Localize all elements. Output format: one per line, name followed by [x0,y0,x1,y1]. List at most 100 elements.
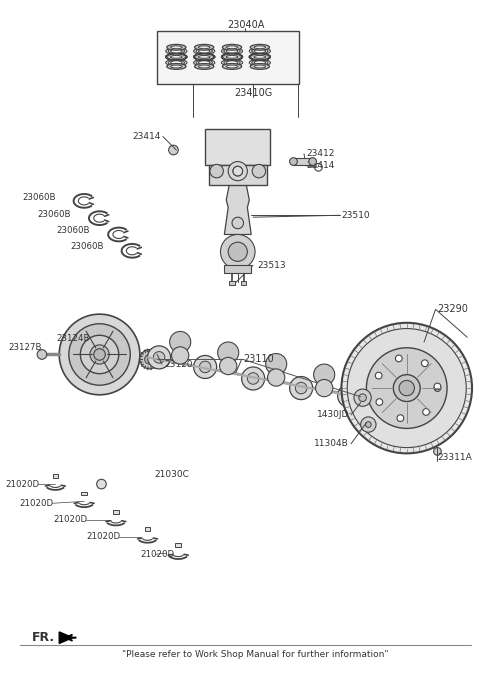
Ellipse shape [198,55,210,58]
Circle shape [168,145,178,155]
Ellipse shape [249,53,270,60]
Ellipse shape [250,64,269,69]
Ellipse shape [250,44,269,50]
Circle shape [252,164,265,178]
Bar [52,474,58,478]
Circle shape [147,346,170,369]
Ellipse shape [221,53,242,60]
Circle shape [421,360,428,367]
Circle shape [423,408,430,415]
Ellipse shape [166,53,187,60]
Circle shape [354,389,371,406]
Text: 23060B: 23060B [37,210,71,219]
Circle shape [376,399,383,406]
Text: 1430JD: 1430JD [317,410,349,419]
Text: 23414: 23414 [306,161,334,170]
Bar [81,492,87,495]
Circle shape [359,394,366,402]
Circle shape [220,235,255,269]
Text: 21030C: 21030C [154,470,189,479]
Circle shape [228,161,247,181]
Circle shape [289,158,297,166]
Circle shape [265,354,287,375]
Ellipse shape [167,44,186,50]
Circle shape [337,384,360,407]
Ellipse shape [222,54,241,60]
Bar [224,265,251,273]
Ellipse shape [249,53,270,60]
Circle shape [199,361,211,373]
Circle shape [210,164,223,178]
Text: 23060B: 23060B [70,242,103,252]
Circle shape [343,390,355,402]
Ellipse shape [166,53,187,60]
Bar [175,544,181,547]
Circle shape [247,373,259,384]
Circle shape [295,382,307,394]
Ellipse shape [166,53,187,60]
Bar [157,31,299,83]
Ellipse shape [221,53,242,60]
Circle shape [365,421,371,428]
Text: 23510: 23510 [341,211,370,220]
Bar [209,166,266,185]
Text: 23060B: 23060B [57,226,90,235]
Ellipse shape [194,44,214,50]
Text: 21020D: 21020D [53,515,87,524]
Ellipse shape [170,65,182,68]
Circle shape [289,377,312,399]
Circle shape [434,384,441,391]
Circle shape [399,380,414,396]
Circle shape [193,356,216,378]
Ellipse shape [222,44,241,50]
Ellipse shape [167,64,186,69]
Bar [229,280,235,285]
Polygon shape [224,181,251,235]
Ellipse shape [250,54,269,60]
Circle shape [267,369,285,386]
Text: 21020D: 21020D [5,479,39,488]
Circle shape [217,342,239,363]
Ellipse shape [193,53,215,60]
Circle shape [69,324,130,385]
Text: 23060B: 23060B [22,192,55,202]
Circle shape [393,375,420,402]
Circle shape [233,166,242,176]
Circle shape [433,447,441,456]
Circle shape [360,417,376,432]
Bar [293,158,312,166]
Ellipse shape [226,55,238,58]
Circle shape [313,364,335,385]
Text: 21020D: 21020D [19,499,53,508]
Text: 23110: 23110 [243,354,274,365]
Text: 21020D: 21020D [140,550,174,559]
Ellipse shape [254,46,265,49]
Circle shape [232,218,243,228]
Circle shape [59,314,140,395]
Text: FR.: FR. [32,631,56,644]
Ellipse shape [194,54,214,60]
Circle shape [375,372,382,379]
Ellipse shape [221,53,242,60]
Circle shape [140,350,159,369]
Circle shape [37,350,47,359]
Text: 23124B: 23124B [56,334,89,343]
Circle shape [397,415,404,421]
Ellipse shape [254,55,265,58]
Circle shape [94,349,105,360]
Text: 23311A: 23311A [437,453,472,462]
Ellipse shape [226,65,238,68]
Circle shape [347,328,466,447]
Ellipse shape [198,65,210,68]
Ellipse shape [193,53,215,60]
Polygon shape [59,632,72,644]
Ellipse shape [170,55,182,58]
Text: 23513: 23513 [257,261,286,269]
Circle shape [309,158,316,166]
Text: 23410G: 23410G [234,88,272,98]
Text: 11304B: 11304B [314,439,349,448]
Text: 23414: 23414 [132,132,161,141]
Ellipse shape [222,64,241,69]
Circle shape [315,380,333,397]
Bar [240,280,246,285]
